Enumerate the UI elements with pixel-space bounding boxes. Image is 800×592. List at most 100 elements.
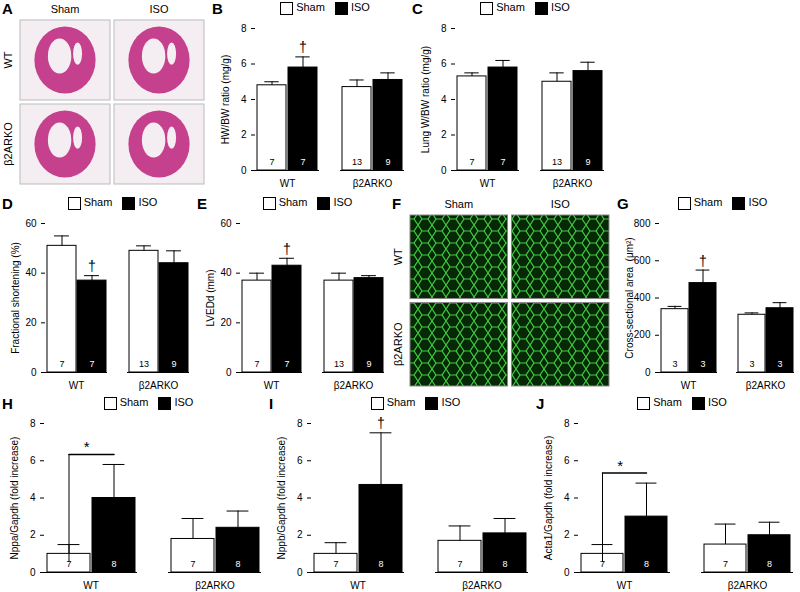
svg-text:7: 7 <box>59 359 64 369</box>
svg-text:Sham: Sham <box>444 198 473 210</box>
svg-text:WT: WT <box>280 178 296 189</box>
svg-text:Nppa/Gapdh (fold increase): Nppa/Gapdh (fold increase) <box>9 437 20 560</box>
svg-text:Lung W/BW ratio (mg/g): Lung W/BW ratio (mg/g) <box>420 46 431 153</box>
svg-text:8: 8 <box>297 418 303 429</box>
svg-text:200: 200 <box>634 329 651 340</box>
svg-text:8: 8 <box>441 23 447 34</box>
svg-text:β2ARKO: β2ARKO <box>334 380 374 391</box>
svg-text:0: 0 <box>297 567 303 578</box>
svg-text:3: 3 <box>749 359 754 369</box>
svg-text:0: 0 <box>564 567 570 578</box>
svg-text:8: 8 <box>241 23 247 34</box>
svg-text:†: † <box>283 241 291 257</box>
svg-text:WT: WT <box>264 380 280 391</box>
svg-text:9: 9 <box>385 157 390 167</box>
svg-text:β2ARKO: β2ARKO <box>462 580 502 591</box>
svg-text:7: 7 <box>723 559 728 569</box>
svg-text:3: 3 <box>700 359 705 369</box>
svg-text:7: 7 <box>300 157 305 167</box>
svg-text:β2ARKO: β2ARKO <box>2 122 14 166</box>
svg-text:*: * <box>84 438 90 455</box>
svg-text:8: 8 <box>767 559 772 569</box>
svg-text:†: † <box>299 39 307 55</box>
svg-text:2: 2 <box>241 129 247 140</box>
svg-text:WT: WT <box>69 380 85 391</box>
svg-text:6: 6 <box>30 455 36 466</box>
svg-text:8: 8 <box>378 559 383 569</box>
svg-text:LVEDd (mm): LVEDd (mm) <box>205 269 216 326</box>
svg-text:HW/BW ratio (mg/g): HW/BW ratio (mg/g) <box>220 55 231 144</box>
svg-text:Nppb/Gapdh (fold increase): Nppb/Gapdh (fold increase) <box>276 437 287 560</box>
svg-text:6: 6 <box>241 58 247 69</box>
svg-text:7: 7 <box>254 359 259 369</box>
svg-text:13: 13 <box>552 157 562 167</box>
svg-text:Fractional shortening (%): Fractional shortening (%) <box>10 242 21 354</box>
svg-text:7: 7 <box>469 157 474 167</box>
svg-text:4: 4 <box>241 94 247 105</box>
svg-text:β2ARKO: β2ARKO <box>139 380 179 391</box>
svg-text:WT: WT <box>83 580 99 591</box>
svg-text:7: 7 <box>190 559 195 569</box>
svg-text:ISO: ISO <box>150 3 169 15</box>
svg-text:9: 9 <box>366 359 371 369</box>
svg-text:WT: WT <box>480 178 496 189</box>
svg-text:Acta1/Gapdh (fold increase): Acta1/Gapdh (fold increase) <box>543 436 554 561</box>
svg-text:8: 8 <box>235 559 240 569</box>
svg-text:4: 4 <box>564 492 570 503</box>
svg-text:4: 4 <box>441 94 447 105</box>
svg-text:WT: WT <box>617 580 633 591</box>
svg-text:6: 6 <box>441 58 447 69</box>
svg-text:8: 8 <box>502 559 507 569</box>
svg-text:Sham: Sham <box>51 3 80 15</box>
svg-text:8: 8 <box>644 559 649 569</box>
svg-text:20: 20 <box>25 317 37 328</box>
svg-text:3: 3 <box>672 359 677 369</box>
svg-text:WT: WT <box>681 380 697 391</box>
svg-text:β2ARKO: β2ARKO <box>353 178 393 189</box>
svg-text:13: 13 <box>352 157 362 167</box>
svg-text:40: 40 <box>220 267 232 278</box>
svg-text:ISO: ISO <box>551 198 570 210</box>
svg-text:2: 2 <box>297 529 303 540</box>
svg-text:0: 0 <box>31 367 37 378</box>
svg-text:4: 4 <box>297 492 303 503</box>
svg-text:β2ARKO: β2ARKO <box>553 178 593 189</box>
svg-text:7: 7 <box>269 157 274 167</box>
svg-text:400: 400 <box>634 292 651 303</box>
svg-text:β2ARKO: β2ARKO <box>195 580 235 591</box>
svg-text:600: 600 <box>634 255 651 266</box>
svg-text:0: 0 <box>241 165 247 176</box>
svg-text:†: † <box>377 415 385 431</box>
svg-text:60: 60 <box>25 218 37 229</box>
svg-text:13: 13 <box>334 359 344 369</box>
svg-text:4: 4 <box>30 492 36 503</box>
svg-text:0: 0 <box>30 567 36 578</box>
svg-text:Cross-sectional area (μm²): Cross-sectional area (μm²) <box>624 237 635 358</box>
svg-text:7: 7 <box>500 157 505 167</box>
svg-text:2: 2 <box>30 529 36 540</box>
svg-text:6: 6 <box>564 455 570 466</box>
svg-text:†: † <box>699 253 707 269</box>
svg-text:0: 0 <box>226 367 232 378</box>
svg-text:8: 8 <box>564 418 570 429</box>
svg-text:8: 8 <box>30 418 36 429</box>
svg-text:800: 800 <box>634 218 651 229</box>
svg-text:9: 9 <box>171 359 176 369</box>
svg-text:20: 20 <box>220 317 232 328</box>
svg-text:β2ARKO: β2ARKO <box>728 580 768 591</box>
svg-text:†: † <box>88 258 96 274</box>
svg-text:40: 40 <box>25 267 37 278</box>
svg-text:6: 6 <box>297 455 303 466</box>
svg-text:7: 7 <box>457 559 462 569</box>
svg-text:3: 3 <box>777 359 782 369</box>
svg-text:0: 0 <box>645 367 651 378</box>
svg-text:60: 60 <box>220 218 232 229</box>
svg-text:7: 7 <box>284 359 289 369</box>
svg-text:7: 7 <box>89 359 94 369</box>
svg-text:8: 8 <box>111 559 116 569</box>
svg-text:13: 13 <box>139 359 149 369</box>
svg-text:WT: WT <box>2 51 14 68</box>
svg-text:*: * <box>617 457 623 474</box>
svg-text:2: 2 <box>564 529 570 540</box>
svg-text:β2ARKO: β2ARKO <box>746 380 786 391</box>
